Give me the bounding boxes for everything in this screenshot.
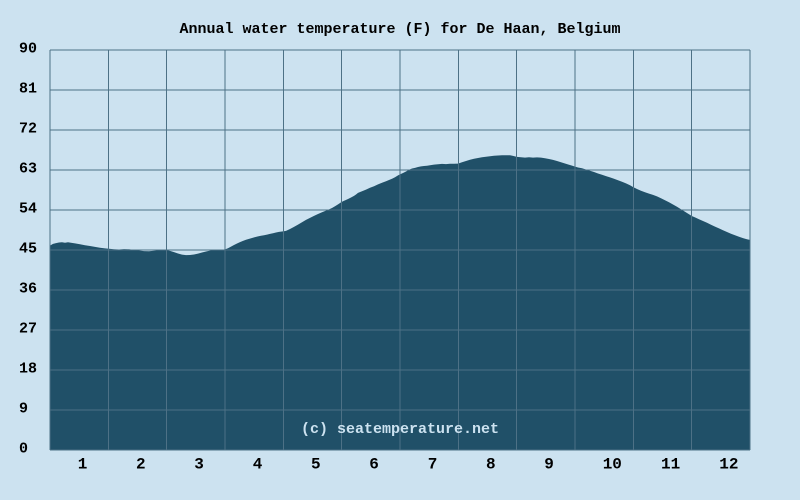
svg-text:81: 81: [19, 81, 37, 98]
svg-text:90: 90: [19, 41, 37, 58]
svg-text:54: 54: [19, 201, 37, 218]
svg-text:9: 9: [544, 455, 554, 473]
svg-text:36: 36: [19, 281, 37, 298]
svg-text:2: 2: [136, 455, 146, 473]
svg-text:8: 8: [486, 455, 496, 473]
svg-text:27: 27: [19, 321, 37, 338]
svg-text:6: 6: [369, 455, 379, 473]
svg-text:18: 18: [19, 361, 37, 378]
svg-text:5: 5: [311, 455, 321, 473]
svg-text:0: 0: [19, 441, 28, 458]
svg-text:1: 1: [78, 455, 88, 473]
svg-text:7: 7: [428, 455, 438, 473]
svg-text:10: 10: [603, 455, 622, 473]
svg-text:Annual water temperature (F) f: Annual water temperature (F) for De Haan…: [179, 21, 620, 38]
svg-text:4: 4: [253, 455, 263, 473]
svg-text:3: 3: [194, 455, 204, 473]
svg-text:(c) seatemperature.net: (c) seatemperature.net: [301, 421, 499, 438]
svg-text:9: 9: [19, 401, 28, 418]
svg-text:12: 12: [719, 455, 738, 473]
svg-text:11: 11: [661, 455, 680, 473]
svg-text:45: 45: [19, 241, 37, 258]
svg-text:63: 63: [19, 161, 37, 178]
svg-text:72: 72: [19, 121, 37, 138]
